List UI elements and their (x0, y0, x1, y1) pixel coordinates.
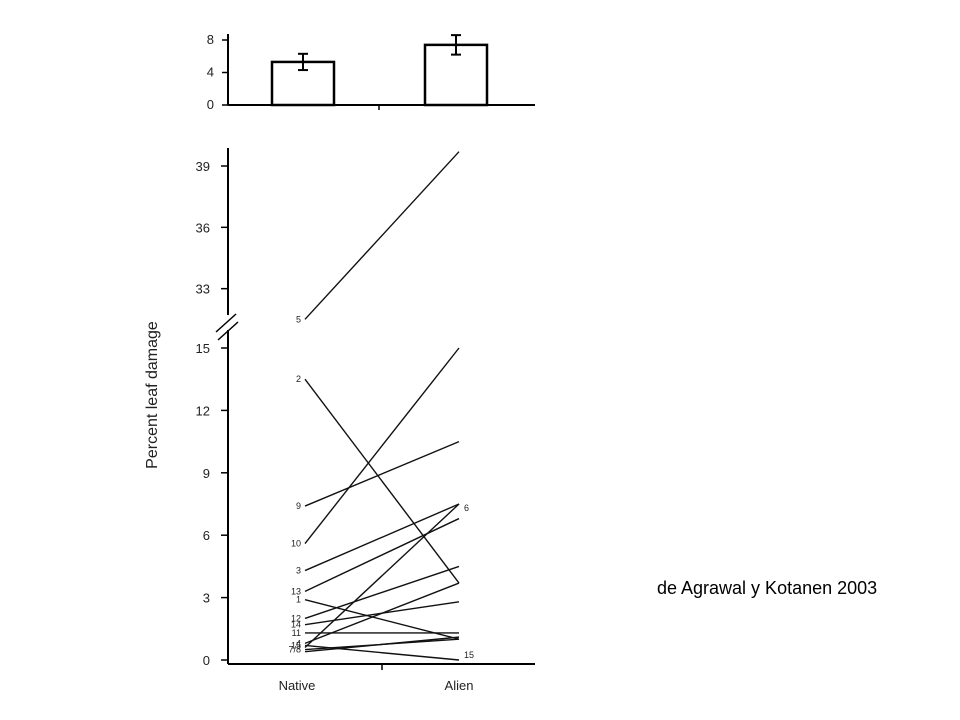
y-tick-label: 9 (203, 466, 210, 481)
series-line (304, 440, 460, 507)
point-label: 7/8 (288, 645, 301, 655)
point-label: 2 (296, 374, 301, 384)
y-axis-label: Percent leaf damage (144, 321, 161, 469)
point-label: 15 (464, 650, 474, 660)
series-line (304, 636, 460, 653)
y-tick-label: 36 (196, 220, 210, 235)
series-line (304, 582, 460, 645)
point-label: 12 (291, 613, 301, 623)
x-category-alien: Alien (445, 678, 474, 693)
point-label: 5 (296, 314, 301, 324)
point-label: 11 (292, 628, 301, 638)
y-tick-label: 0 (203, 653, 210, 668)
point-label: 6 (464, 503, 469, 513)
point-label: 10 (291, 539, 301, 549)
y-tick-label: 12 (196, 403, 210, 418)
series-line (304, 565, 460, 620)
y-tick-label: 6 (203, 528, 210, 543)
axis-break-mark (217, 321, 239, 341)
series-line (304, 517, 460, 592)
series-line (304, 378, 460, 584)
series-line (304, 347, 460, 544)
point-label: 9 (296, 501, 301, 511)
bar-chart: 0 4 8 (207, 32, 535, 112)
bar-y-tick-label: 8 (207, 32, 214, 47)
point-label: 3 (296, 566, 301, 576)
series-line (304, 503, 460, 649)
point-label: 14 (291, 620, 301, 630)
y-tick-label: 15 (196, 341, 210, 356)
x-category-native: Native (279, 678, 316, 693)
source-credit: de Agrawal y Kotanen 2003 (657, 578, 878, 598)
series-line (304, 644, 460, 661)
series-line (304, 151, 460, 320)
series-line (304, 503, 460, 572)
point-label: 15 (291, 640, 301, 650)
point-label: 4 (296, 638, 301, 648)
bar-y-tick-label: 0 (207, 97, 214, 112)
point-label: 13 (291, 586, 301, 596)
point-label: 1 (296, 595, 301, 605)
y-tick-label: 3 (203, 591, 210, 606)
y-tick-label: 33 (196, 282, 210, 297)
axis-break-mark (215, 313, 237, 333)
bar-y-tick-label: 4 (207, 65, 214, 80)
y-tick-label: 39 (196, 159, 210, 174)
